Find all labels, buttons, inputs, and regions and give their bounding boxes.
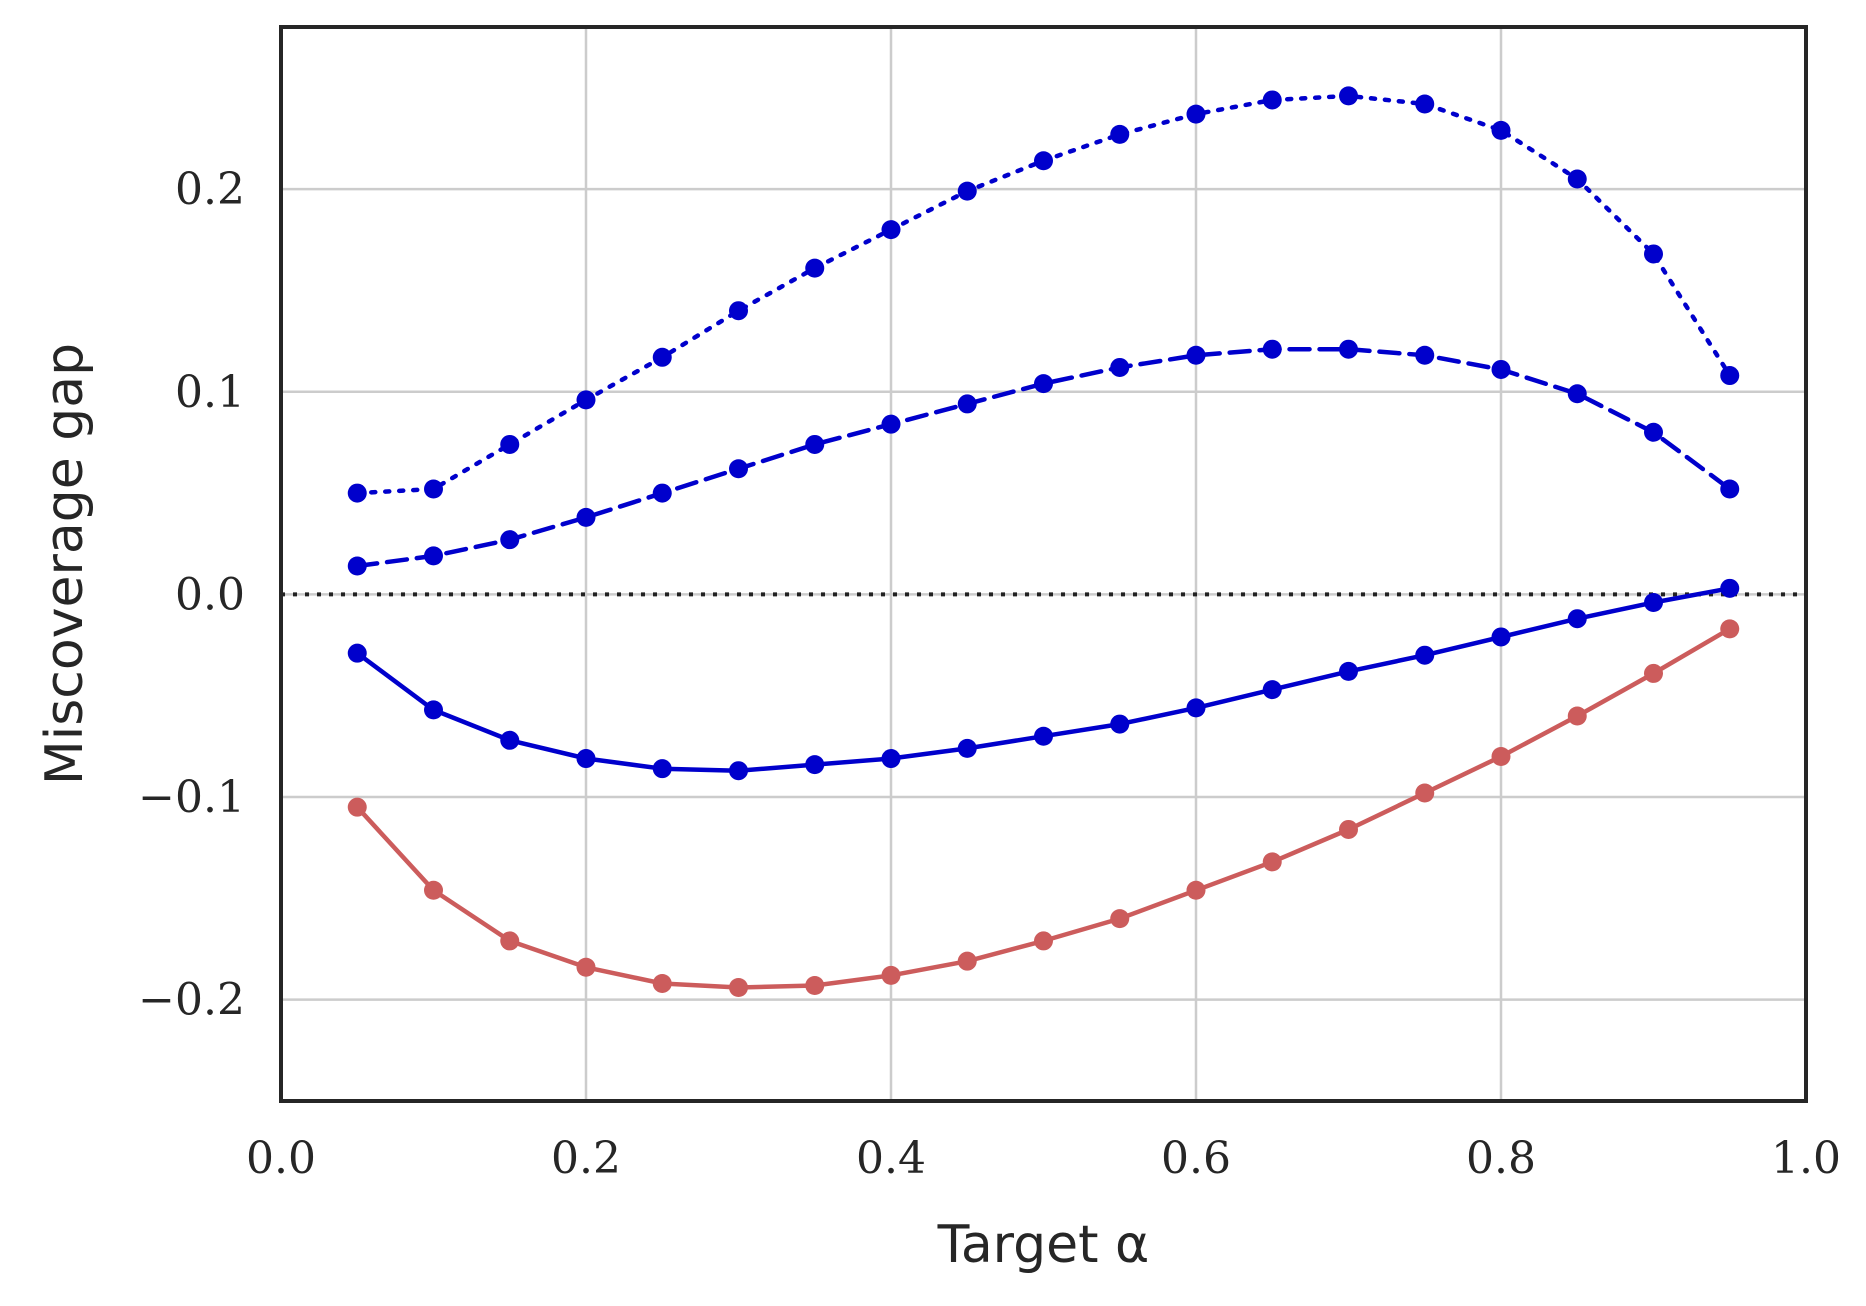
data-point xyxy=(957,394,977,414)
data-point xyxy=(1720,619,1740,639)
data-point xyxy=(1034,151,1053,171)
x-tick-label: 0.6 xyxy=(1161,1133,1231,1184)
data-point xyxy=(652,347,672,367)
data-point xyxy=(957,181,977,201)
data-point xyxy=(500,530,520,550)
data-point xyxy=(1110,714,1130,734)
y-tick-labels: −0.2 −0.1 0.0 0.1 0.2 xyxy=(138,164,245,1026)
data-point xyxy=(500,434,520,454)
data-point xyxy=(1186,345,1206,365)
data-point xyxy=(881,220,901,240)
data-point xyxy=(576,507,596,527)
data-point xyxy=(576,749,596,769)
data-point xyxy=(652,973,672,993)
data-point xyxy=(1262,90,1282,110)
data-point xyxy=(805,434,825,454)
data-point xyxy=(1567,706,1587,726)
data-point xyxy=(1186,880,1206,900)
plot-frame xyxy=(279,25,1808,1103)
data-point xyxy=(1110,124,1130,144)
y-tick-label: 0.0 xyxy=(175,569,245,620)
data-point xyxy=(1339,339,1358,359)
x-tick-label: 1.0 xyxy=(1771,1133,1841,1184)
data-point xyxy=(881,414,901,434)
data-point xyxy=(1644,422,1663,442)
data-point xyxy=(881,965,901,985)
data-point xyxy=(1339,661,1358,681)
data-point xyxy=(1110,357,1130,377)
x-tick-label: 0.0 xyxy=(246,1133,316,1184)
data-point xyxy=(576,957,596,977)
x-tick-label: 0.8 xyxy=(1466,1133,1536,1184)
series-2 xyxy=(347,339,1740,576)
x-axis-label: Target α xyxy=(937,1215,1150,1275)
data-point xyxy=(1720,578,1740,598)
data-point xyxy=(347,643,367,663)
data-point xyxy=(729,761,748,781)
data-point xyxy=(1415,783,1435,803)
data-point xyxy=(1491,120,1511,140)
data-point xyxy=(424,700,443,720)
data-point xyxy=(1720,479,1740,499)
y-axis-label: Miscoverage gap xyxy=(35,343,95,785)
data-point xyxy=(1034,726,1053,746)
x-tick-labels: 0.0 0.2 0.4 0.6 0.8 1.0 xyxy=(246,1133,1841,1184)
data-point xyxy=(1491,627,1511,647)
data-point xyxy=(1110,909,1130,929)
data-point xyxy=(1491,747,1511,767)
data-point xyxy=(957,951,977,971)
x-tick-label: 0.2 xyxy=(551,1133,621,1184)
data-point xyxy=(652,759,672,779)
data-point xyxy=(1415,645,1435,665)
y-tick-label: 0.2 xyxy=(175,164,245,215)
data-point xyxy=(1339,819,1358,839)
data-point xyxy=(347,483,367,503)
y-tick-label: −0.2 xyxy=(138,975,245,1026)
data-point xyxy=(1567,384,1587,404)
data-point xyxy=(729,301,748,321)
data-point xyxy=(1644,244,1663,264)
data-point xyxy=(500,730,520,750)
data-point xyxy=(500,931,520,951)
data-point xyxy=(1034,931,1053,951)
data-point xyxy=(805,755,825,775)
data-point xyxy=(1415,94,1435,114)
data-point xyxy=(424,880,443,900)
x-tick-label: 0.4 xyxy=(856,1133,926,1184)
data-point xyxy=(424,479,443,499)
data-point xyxy=(1644,593,1663,613)
data-point xyxy=(1339,86,1358,106)
data-point xyxy=(1262,852,1282,872)
data-point xyxy=(1567,609,1587,629)
data-point xyxy=(1186,104,1206,124)
data-point xyxy=(1720,366,1740,386)
data-point xyxy=(1186,698,1206,718)
data-point xyxy=(1262,680,1282,700)
data-point xyxy=(805,975,825,995)
series-layer xyxy=(347,86,1740,998)
series-3 xyxy=(347,578,1740,781)
data-point xyxy=(1567,169,1587,189)
data-point xyxy=(1262,339,1282,359)
data-point xyxy=(1415,345,1435,365)
data-point xyxy=(652,483,672,503)
data-point xyxy=(729,459,748,479)
series-1 xyxy=(347,86,1740,503)
data-point xyxy=(805,258,825,278)
data-point xyxy=(347,556,367,576)
data-point xyxy=(957,738,977,758)
data-point xyxy=(576,390,596,410)
data-point xyxy=(881,749,901,769)
data-point xyxy=(347,797,367,817)
data-point xyxy=(1034,374,1053,394)
series-4 xyxy=(347,619,1740,998)
data-point xyxy=(1644,663,1663,683)
data-point xyxy=(729,978,748,998)
data-point xyxy=(1491,359,1511,379)
data-point xyxy=(424,546,443,566)
y-tick-label: −0.1 xyxy=(138,772,245,823)
y-tick-label: 0.1 xyxy=(175,367,245,418)
